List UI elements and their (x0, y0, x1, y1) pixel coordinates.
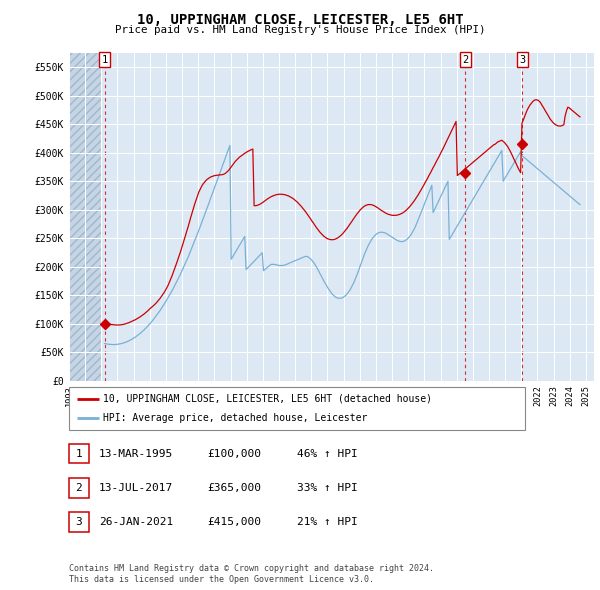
Text: HPI: Average price, detached house, Leicester: HPI: Average price, detached house, Leic… (103, 413, 368, 423)
Text: 33% ↑ HPI: 33% ↑ HPI (297, 483, 358, 493)
Text: 13-MAR-1995: 13-MAR-1995 (99, 449, 173, 458)
Text: £415,000: £415,000 (207, 517, 261, 527)
Text: 3: 3 (76, 517, 82, 527)
Text: 10, UPPINGHAM CLOSE, LEICESTER, LE5 6HT (detached house): 10, UPPINGHAM CLOSE, LEICESTER, LE5 6HT … (103, 394, 432, 404)
Text: 1: 1 (101, 55, 107, 65)
Bar (69, 53, 101, 381)
Text: 1: 1 (76, 449, 82, 458)
Text: 3: 3 (520, 55, 526, 65)
Text: 13-JUL-2017: 13-JUL-2017 (99, 483, 173, 493)
Text: This data is licensed under the Open Government Licence v3.0.: This data is licensed under the Open Gov… (69, 575, 374, 584)
Text: 21% ↑ HPI: 21% ↑ HPI (297, 517, 358, 527)
Text: £100,000: £100,000 (207, 449, 261, 458)
Text: £365,000: £365,000 (207, 483, 261, 493)
Text: 46% ↑ HPI: 46% ↑ HPI (297, 449, 358, 458)
Text: Price paid vs. HM Land Registry's House Price Index (HPI): Price paid vs. HM Land Registry's House … (115, 25, 485, 35)
FancyBboxPatch shape (69, 387, 525, 430)
Text: 2: 2 (462, 55, 469, 65)
Text: Contains HM Land Registry data © Crown copyright and database right 2024.: Contains HM Land Registry data © Crown c… (69, 565, 434, 573)
Text: 26-JAN-2021: 26-JAN-2021 (99, 517, 173, 527)
Text: 10, UPPINGHAM CLOSE, LEICESTER, LE5 6HT: 10, UPPINGHAM CLOSE, LEICESTER, LE5 6HT (137, 13, 463, 27)
Text: 2: 2 (76, 483, 82, 493)
